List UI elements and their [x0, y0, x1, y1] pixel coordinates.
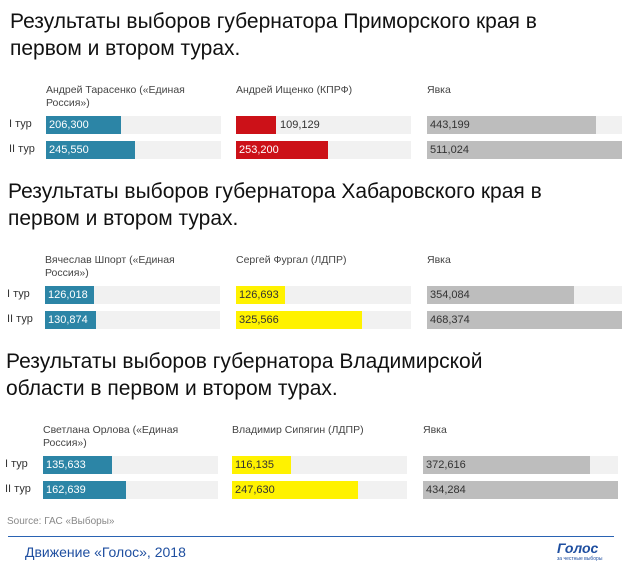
round-label: I тур: [7, 288, 30, 300]
bar: [236, 141, 328, 159]
round-label: I тур: [5, 458, 28, 470]
legend-label: Андрей Тарасенко («Единая Россия»): [46, 84, 185, 109]
bar: [427, 286, 574, 304]
bar-track: 325,566: [236, 311, 411, 329]
bar-track: 130,874: [45, 311, 220, 329]
chart-title: Результаты выборов губернатора Приморско…: [10, 10, 537, 60]
data-label: 468,374: [430, 314, 470, 326]
data-label: 372,616: [426, 459, 466, 471]
data-label: 325,566: [239, 314, 279, 326]
data-label: 162,639: [46, 484, 86, 496]
data-label: 434,284: [426, 484, 466, 496]
golos-logo: Голос за честные выборы: [557, 540, 609, 566]
bar: [236, 116, 276, 134]
source-note: Source: ГАС «Выборы»: [7, 516, 115, 527]
data-label: 253,200: [239, 144, 279, 156]
bar-track: 245,550: [46, 141, 221, 159]
bar-track: 247,630: [232, 481, 407, 499]
bar-track: 116,135: [232, 456, 407, 474]
logo-subtitle: за честные выборы: [557, 556, 603, 562]
bar-track: 372,616: [423, 456, 618, 474]
footer-credit: Движение «Голос», 2018: [25, 544, 186, 560]
bar: [423, 481, 618, 499]
data-label: 245,550: [49, 144, 89, 156]
data-label: 116,135: [235, 459, 274, 471]
legend-label: Явка: [427, 254, 451, 266]
bar-track: 162,639: [43, 481, 218, 499]
bar: [427, 311, 622, 329]
bar-track: 511,024: [427, 141, 622, 159]
bar: [236, 311, 362, 329]
data-label: 109,129: [280, 119, 320, 131]
bar: [427, 141, 622, 159]
bar-track: 135,633: [43, 456, 218, 474]
round-label: I тур: [9, 118, 32, 130]
round-label: II тур: [9, 143, 35, 155]
data-label: 135,633: [46, 459, 86, 471]
chart-title: Результаты выборов губернатора Владимирс…: [6, 350, 483, 400]
legend-label: Сергей Фургал (ЛДПР): [236, 254, 347, 266]
bar-track: 354,084: [427, 286, 622, 304]
legend-label: Явка: [423, 424, 447, 436]
bar: [43, 481, 126, 499]
chart-title: Результаты выборов губернатора Хабаровск…: [8, 180, 542, 230]
data-label: 130,874: [48, 314, 88, 326]
bar: [43, 456, 112, 474]
data-label: 247,630: [235, 484, 275, 496]
legend-label: Вячеслав Шпорт («Единая Россия»): [45, 254, 175, 279]
bar: [236, 286, 285, 304]
data-label: 511,024: [430, 144, 469, 156]
bar-track: 468,374: [427, 311, 622, 329]
data-label: 354,084: [430, 289, 470, 301]
bar-track: 434,284: [423, 481, 618, 499]
bar: [45, 311, 96, 329]
bar: [45, 286, 94, 304]
round-label: II тур: [7, 313, 33, 325]
bar-track: 126,018: [45, 286, 220, 304]
bar: [46, 141, 135, 159]
bar-track: 109,129: [236, 116, 411, 134]
bar: [423, 456, 590, 474]
legend-label: Владимир Сипягин (ЛДПР): [232, 424, 364, 436]
bar: [46, 116, 121, 134]
bar: [232, 481, 358, 499]
bar-track: 443,199: [427, 116, 622, 134]
legend-label: Светлана Орлова («Единая Россия»): [43, 424, 179, 449]
data-label: 443,199: [430, 119, 470, 131]
round-label: II тур: [5, 483, 31, 495]
bar-track: 126,693: [236, 286, 411, 304]
data-label: 126,018: [48, 289, 88, 301]
data-label: 126,693: [239, 289, 279, 301]
data-label: 206,300: [49, 119, 89, 131]
bar: [427, 116, 596, 134]
logo-text: Голос: [557, 540, 599, 556]
bar-track: 253,200: [236, 141, 411, 159]
legend-label: Явка: [427, 84, 451, 96]
footer-divider: [8, 536, 614, 537]
bar: [232, 456, 291, 474]
legend-label: Андрей Ищенко (КПРФ): [236, 84, 353, 96]
bar-track: 206,300: [46, 116, 221, 134]
